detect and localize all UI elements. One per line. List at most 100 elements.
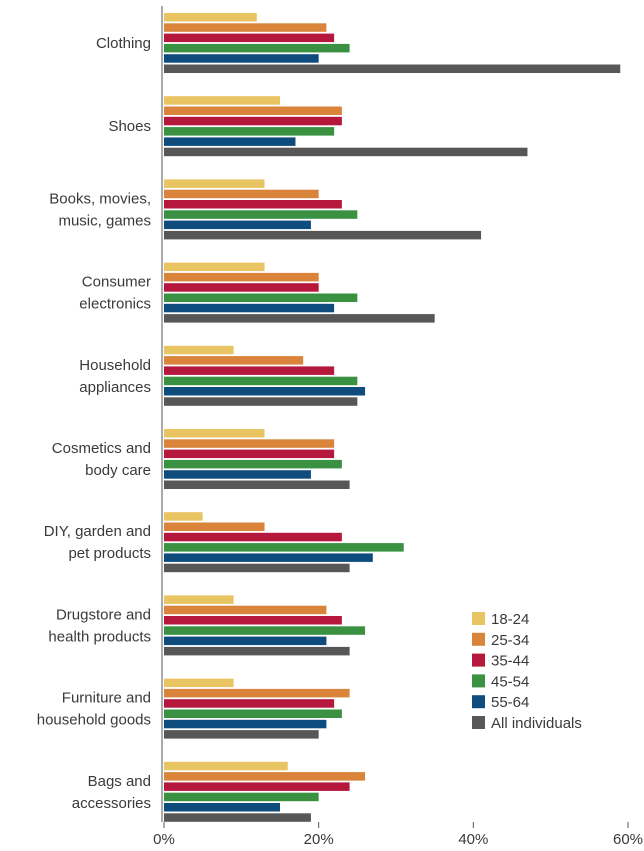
legend-swatch [472,716,485,729]
bar-45-54-0 [164,43,350,53]
bar-35-44-2 [164,200,342,209]
bar-18-24-9 [164,761,288,771]
category-label-line: Clothing [96,35,151,52]
category-label-line: Bags and [88,773,151,790]
category-label: Bags and accessories [72,773,151,812]
category-label-line: health products [48,628,151,645]
legend: 18-24 25-34 35-44 45-54 55-64 All individuals [472,611,582,732]
legend-label: 25-34 [491,632,529,649]
category-label: Clothing [96,35,151,52]
bar-18-24-4 [164,345,234,355]
legend-swatch [472,695,485,709]
category-label-line: pet products [68,545,151,562]
bar-25-34-1 [164,106,342,115]
bar-25-34-7 [164,605,327,615]
category-label: Shoes [108,118,151,135]
bar-25-34-5 [164,439,335,448]
bars-layer [164,13,621,822]
category-label-line: Household [79,357,151,374]
bar-25-34-4 [164,356,304,365]
legend-swatch [472,632,485,646]
category-label-line: accessories [72,795,151,812]
bar-all-individuals-7 [164,646,350,656]
category-label-line: Cosmetics and [52,440,151,457]
bar-35-44-0 [164,33,335,43]
bar-35-44-6 [164,532,342,542]
legend-label: 45-54 [491,673,529,690]
bar-18-24-2 [164,179,265,188]
category-label-line: electronics [79,296,151,313]
category-label-line: Books, movies, [49,190,151,207]
bar-45-54-9 [164,792,319,802]
legend-label: All individuals [491,715,582,732]
category-label: Furniture and household goods [37,690,151,729]
bar-55-64-9 [164,803,280,812]
bar-25-34-2 [164,189,319,199]
bar-45-54-8 [164,709,342,718]
bar-45-54-2 [164,210,358,219]
bar-35-44-4 [164,366,335,375]
category-label: Books, movies, music, games [49,190,151,229]
bar-all-individuals-2 [164,230,482,240]
bar-55-64-2 [164,220,311,230]
bar-45-54-1 [164,127,335,136]
bar-25-34-9 [164,772,366,781]
bar-35-44-7 [164,616,342,625]
bar-55-64-6 [164,553,373,562]
bar-55-64-4 [164,387,366,396]
category-label-line: Furniture and [62,690,151,707]
category-label-line: music, games [58,212,151,229]
bar-all-individuals-4 [164,397,358,406]
bar-45-54-3 [164,293,358,302]
x-tick-label: 40% [458,831,488,848]
category-label-line: appliances [79,379,151,396]
bar-35-44-3 [164,283,319,292]
category-label: Consumer electronics [79,274,151,313]
category-label-line: Consumer [82,274,151,291]
bar-55-64-7 [164,636,327,646]
bar-55-64-8 [164,719,327,729]
category-label: DIY, garden and pet products [44,523,151,562]
category-label-line: Drugstore and [56,606,151,623]
bar-25-34-3 [164,272,319,282]
bar-all-individuals-6 [164,563,350,573]
category-labels: Clothing Shoes Books, movies, music, games C… [37,35,151,812]
bar-55-64-5 [164,470,311,479]
category-label-line: DIY, garden and [44,523,151,540]
bar-45-54-4 [164,376,358,386]
bar-35-44-1 [164,116,342,126]
x-tick-label: 0% [153,831,175,848]
legend-label: 18-24 [491,611,529,628]
legend-label: 55-64 [491,694,529,711]
legend-swatch [472,674,485,688]
bar-18-24-1 [164,96,280,105]
bar-35-44-5 [164,449,335,459]
bar-18-24-5 [164,429,265,438]
bar-45-54-6 [164,543,404,552]
x-tick-label: 20% [304,831,334,848]
bar-all-individuals-0 [164,64,621,73]
bar-all-individuals-5 [164,480,350,489]
legend-swatch [472,653,485,667]
legend-label: 35-44 [491,653,529,670]
bar-55-64-1 [164,137,296,146]
category-label: Cosmetics and body care [52,440,151,479]
bar-all-individuals-3 [164,314,435,323]
legend-swatch [472,612,485,625]
bar-all-individuals-1 [164,147,528,157]
x-tick-label: 60% [613,831,643,848]
bar-35-44-8 [164,699,335,708]
bar-25-34-8 [164,688,350,698]
category-label-line: body care [85,462,151,479]
bar-all-individuals-8 [164,730,319,739]
bar-18-24-0 [164,13,257,22]
bar-25-34-0 [164,23,327,32]
bar-55-64-0 [164,54,319,63]
bar-25-34-6 [164,522,265,531]
bar-55-64-3 [164,303,335,313]
axes: 0% 20% 40% 60% [153,6,643,848]
bar-45-54-5 [164,459,342,469]
bar-18-24-6 [164,512,203,521]
category-label: Household appliances [79,357,151,396]
